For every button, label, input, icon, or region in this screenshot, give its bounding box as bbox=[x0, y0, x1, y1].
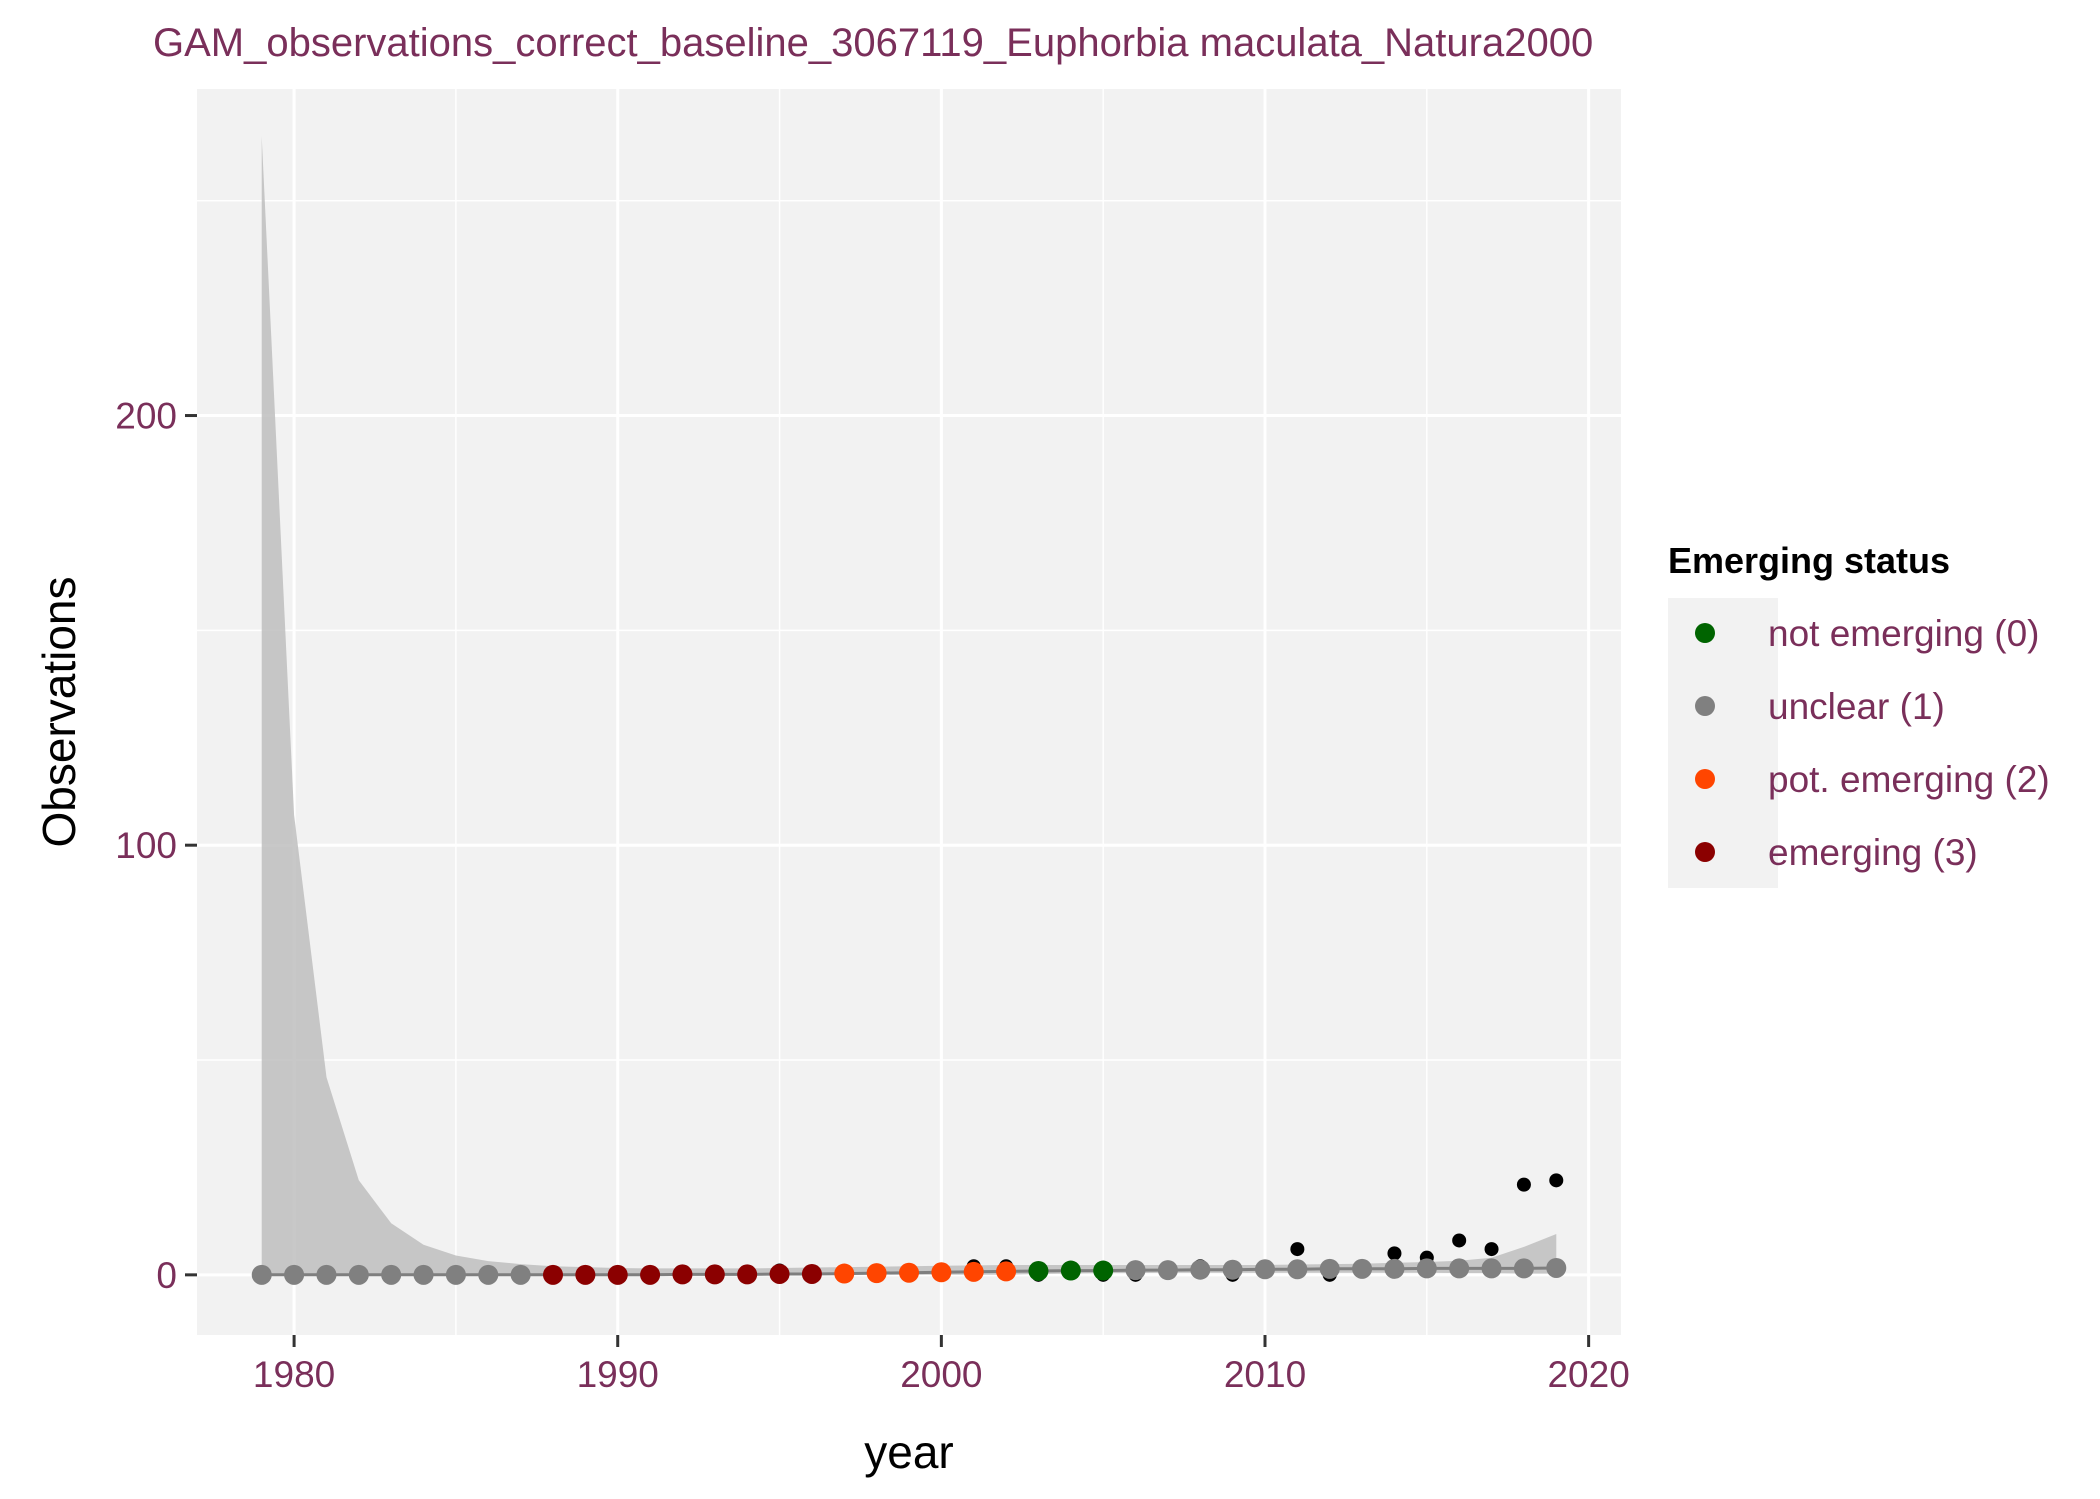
x-axis-title: year bbox=[864, 1426, 953, 1478]
legend-label: emerging (3) bbox=[1768, 832, 1978, 873]
x-tick-label: 1980 bbox=[253, 1354, 335, 1395]
gam-status-point bbox=[769, 1263, 790, 1284]
y-tick-label: 100 bbox=[115, 825, 177, 866]
gam-status-point bbox=[284, 1264, 305, 1285]
gam-status-point bbox=[1222, 1259, 1243, 1280]
gam-status-point bbox=[1513, 1258, 1534, 1279]
gam-status-point bbox=[1028, 1260, 1049, 1281]
legend-key-dot bbox=[1695, 696, 1715, 716]
gam-status-point bbox=[1287, 1259, 1308, 1280]
gam-status-point bbox=[963, 1261, 984, 1282]
legend-key-dot bbox=[1695, 842, 1715, 862]
y-tick-label: 0 bbox=[156, 1255, 177, 1296]
observation-point bbox=[1452, 1233, 1467, 1248]
gam-status-point bbox=[478, 1264, 499, 1285]
legend-label: not emerging (0) bbox=[1768, 613, 2039, 654]
gam-status-point bbox=[1319, 1258, 1340, 1279]
legend: Emerging status not emerging (0) unclear … bbox=[1668, 540, 2050, 888]
gam-status-point bbox=[737, 1264, 758, 1285]
gam-status-point bbox=[834, 1263, 855, 1284]
grid-minor bbox=[197, 89, 1621, 1335]
observation-point bbox=[1387, 1246, 1402, 1261]
gam-status-point bbox=[672, 1264, 693, 1285]
gam-status-point bbox=[445, 1264, 466, 1285]
gam-status-point bbox=[801, 1263, 822, 1284]
gam-status-point bbox=[931, 1262, 952, 1283]
gam-status-point bbox=[899, 1262, 919, 1283]
legend-label: pot. emerging (2) bbox=[1768, 759, 2050, 800]
legend-items: not emerging (0) unclear (1) pot. emerging… bbox=[1695, 613, 2050, 873]
gam-status-point bbox=[1255, 1259, 1275, 1280]
gam-status-point bbox=[413, 1264, 434, 1285]
gam-status-point bbox=[575, 1264, 596, 1285]
plot-panel bbox=[197, 89, 1621, 1335]
observation-point bbox=[1290, 1242, 1305, 1257]
y-tick-label: 200 bbox=[115, 396, 177, 437]
gam-status-point bbox=[1157, 1260, 1178, 1281]
gam-status-point bbox=[1093, 1260, 1114, 1281]
gam-status-point bbox=[1352, 1258, 1373, 1279]
x-axis: 1980 1990 2000 2010 2020 bbox=[253, 1335, 1630, 1395]
gam-status-point bbox=[1449, 1258, 1470, 1279]
gam-status-point bbox=[640, 1264, 661, 1285]
legend-title: Emerging status bbox=[1668, 540, 1950, 581]
gam-status-point bbox=[348, 1264, 369, 1285]
legend-label: unclear (1) bbox=[1768, 686, 1945, 727]
gam-status-point bbox=[316, 1264, 337, 1285]
gam-status-point bbox=[1060, 1260, 1081, 1281]
legend-key-dot bbox=[1695, 623, 1715, 643]
gam-status-point bbox=[1384, 1258, 1405, 1279]
gam-status-point bbox=[1125, 1260, 1146, 1281]
x-tick-label: 1990 bbox=[577, 1354, 659, 1395]
gam-status-point bbox=[543, 1264, 563, 1285]
observation-point bbox=[1549, 1173, 1564, 1188]
legend-key-dot bbox=[1695, 769, 1715, 789]
legend-key-background bbox=[1668, 598, 1778, 888]
gam-status-point bbox=[704, 1264, 725, 1285]
gam-status-point bbox=[1190, 1259, 1211, 1280]
gam-status-points bbox=[251, 1257, 1567, 1285]
gam-status-point bbox=[251, 1264, 272, 1285]
gam-status-point bbox=[1416, 1258, 1437, 1279]
gam-status-point bbox=[607, 1264, 628, 1285]
x-tick-label: 2020 bbox=[1547, 1354, 1629, 1395]
gam-status-point bbox=[866, 1263, 887, 1284]
observation-point bbox=[1484, 1242, 1499, 1257]
y-axis-title: Observations bbox=[33, 576, 85, 847]
y-axis: 0 100 200 bbox=[115, 396, 197, 1296]
gam-status-point bbox=[1481, 1258, 1502, 1279]
gam-status-point bbox=[1546, 1257, 1567, 1278]
gam-status-point bbox=[510, 1264, 531, 1285]
x-tick-label: 2010 bbox=[1224, 1354, 1306, 1395]
observation-point bbox=[1516, 1177, 1531, 1192]
gam-status-point bbox=[381, 1264, 402, 1285]
x-tick-label: 2000 bbox=[900, 1354, 982, 1395]
gam-status-point bbox=[996, 1261, 1017, 1282]
chart-title: GAM_observations_correct_baseline_306711… bbox=[153, 21, 1593, 65]
